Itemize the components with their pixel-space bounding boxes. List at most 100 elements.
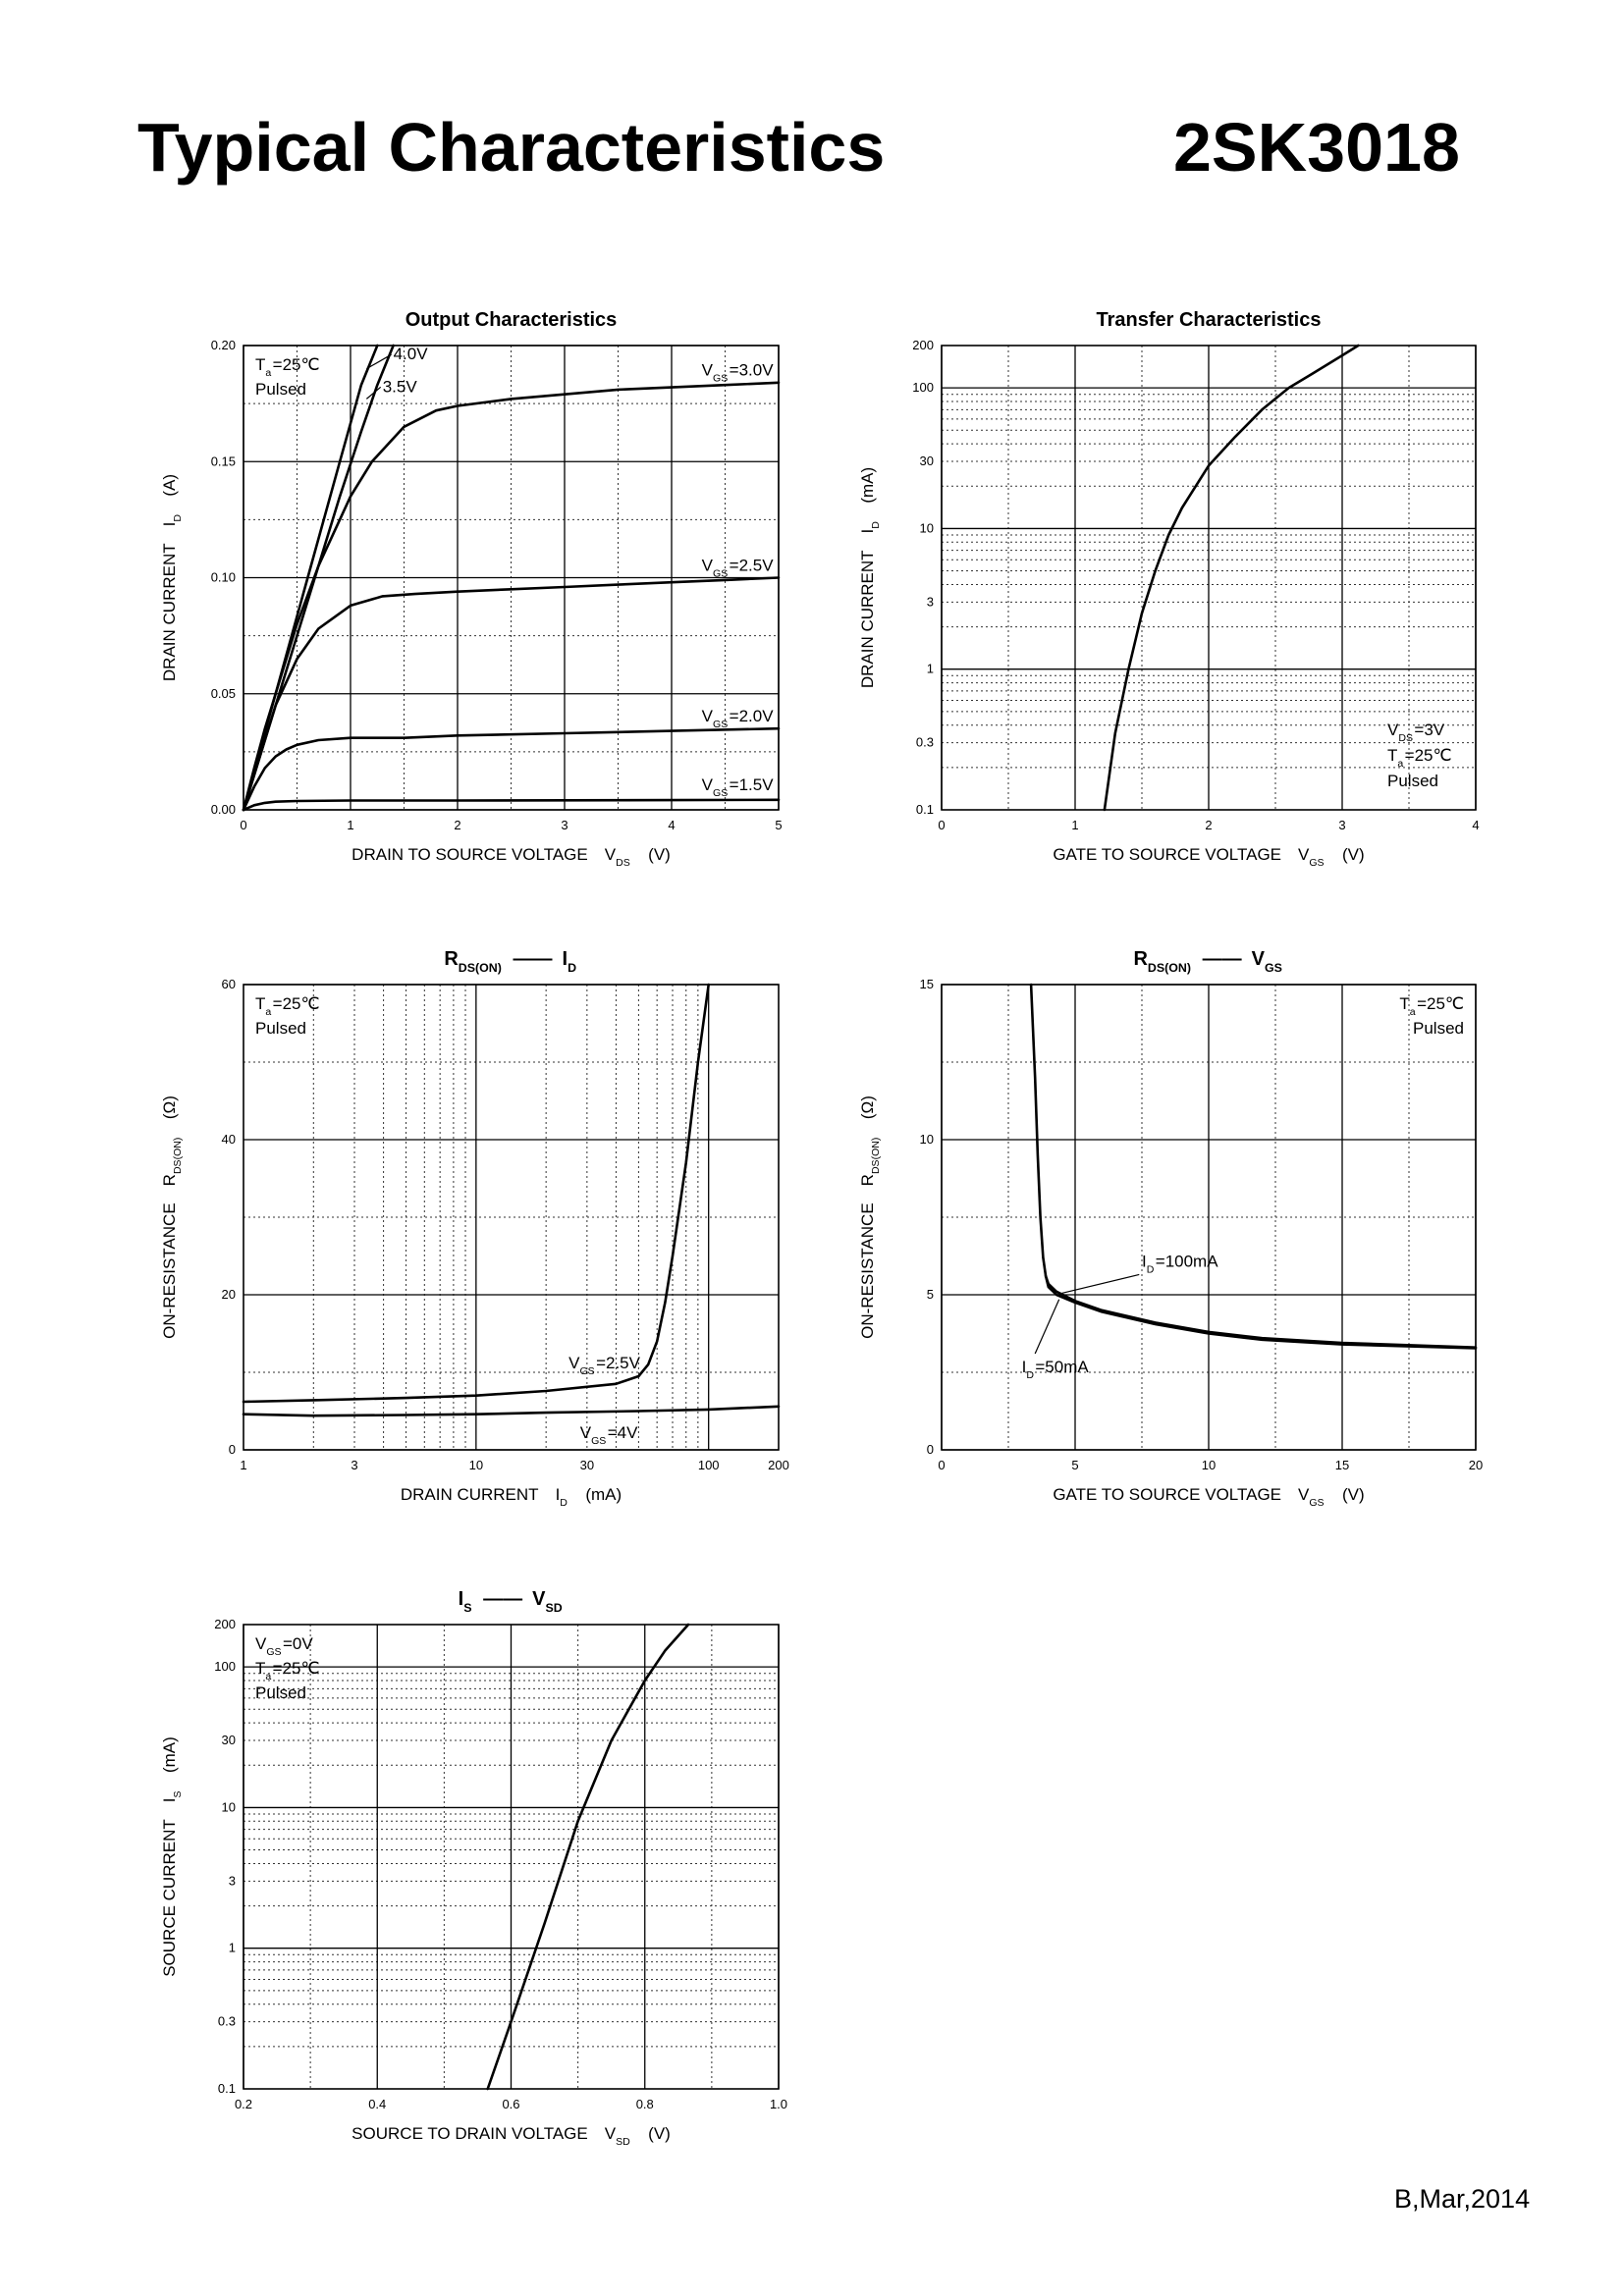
y-tick-label: 60 [222, 977, 236, 991]
series-line [242, 344, 395, 812]
condition-note: Ta =25℃ [255, 1659, 320, 1682]
series-label: ID =100mA [1142, 1253, 1218, 1276]
condition-note-symbol: T [255, 994, 265, 1013]
condition-note-symbol: T [255, 355, 265, 374]
condition-note-text: =0V [283, 1634, 313, 1653]
series-line [1029, 983, 1478, 1349]
x-tick-label: 0 [240, 818, 246, 832]
series-label: VGS =2.5V [568, 1354, 641, 1377]
series-label-subscript: D [1026, 1369, 1034, 1381]
chart-title-text: —— [473, 1588, 522, 1610]
x-axis-label: DRAIN CURRENT ID (mA) [401, 1485, 622, 1509]
series-label: 3.5V [383, 377, 418, 396]
x-tick-label: 30 [580, 1458, 594, 1472]
x-axis-label-symbol: V [1298, 1485, 1310, 1504]
y-tick-label: 20 [222, 1287, 236, 1302]
series-label-text: =100mA [1156, 1253, 1218, 1271]
y-tick-label: 200 [912, 338, 934, 352]
condition-note-subscript: a [265, 1671, 271, 1682]
y-tick-label: 40 [222, 1132, 236, 1147]
condition-note-subscript: a [1410, 1006, 1416, 1018]
x-tick-label: 0.8 [636, 2097, 654, 2111]
x-tick-label: 1.0 [770, 2097, 787, 2111]
y-axis-label: DRAIN CURRENT ID (A) [160, 474, 184, 681]
x-axis-label-symbol: V [1298, 845, 1310, 864]
y-axis-label-symbol: I [858, 529, 877, 534]
chart-title: Output Characteristics [406, 309, 618, 331]
x-tick-label: 0 [938, 818, 945, 832]
condition-note-text: =25℃ [1417, 994, 1464, 1013]
chart-title-symbol: R [444, 948, 459, 970]
x-tick-label: 1 [1071, 818, 1078, 832]
x-axis-label: SOURCE TO DRAIN VOLTAGE VSD (V) [352, 2124, 671, 2148]
x-tick-label: 200 [768, 1458, 789, 1472]
plot-frame [243, 1624, 780, 2090]
chart-1: 0 1 2 3 4 5 0.00 0.05 0.10 0.15 0.20 Output Charact… [160, 309, 783, 869]
chart-title-symbol: V [1242, 948, 1266, 970]
x-tick-label: 3 [561, 818, 568, 832]
y-tick-label: 0.1 [916, 802, 934, 817]
y-axis-label-text: (Ω) [858, 1095, 877, 1136]
x-tick-label: 5 [1071, 1458, 1078, 1472]
series-label-subscript: GS [713, 373, 728, 385]
series-label-subscript: GS [591, 1435, 606, 1447]
chart-2: 0 1 2 3 4 0.1 0.3 1 3 10 30 100 200 Transfer Characte… [858, 309, 1480, 869]
x-axis-label-subscript: SD [616, 2136, 630, 2148]
condition-note-symbol: V [1387, 721, 1399, 739]
condition-note: VGS =0V [255, 1634, 313, 1658]
y-tick-label: 0.00 [211, 802, 236, 817]
label-leader-line [366, 353, 392, 370]
chart-title: RDS(ON) —— VGS [1133, 948, 1283, 975]
series-label: VGS =3.0V [702, 361, 775, 385]
y-tick-label: 10 [920, 1132, 934, 1147]
y-tick-label: 0 [927, 1442, 934, 1457]
series-label: VGS =4V [580, 1423, 638, 1447]
series-line [242, 726, 781, 812]
series-label-subscript: GS [713, 719, 728, 730]
condition-note-symbol: Pulsed [1387, 772, 1438, 790]
chart-title-text: —— [504, 948, 553, 970]
x-axis-label-text: (V) [1325, 1485, 1365, 1504]
x-axis-label-text: (V) [1325, 845, 1365, 864]
series-label-symbol: V [568, 1354, 580, 1372]
condition-note-symbol: Pulsed [1413, 1019, 1464, 1038]
plot-frame [941, 345, 1477, 811]
y-axis-label-symbol: I [160, 522, 179, 527]
plot-frame [941, 984, 1477, 1451]
x-tick-label: 4 [668, 818, 675, 832]
x-tick-label: 0.6 [502, 2097, 519, 2111]
y-axis-label-text: SOURCE CURRENT [160, 1802, 179, 1977]
condition-note-text: =25℃ [273, 1659, 320, 1678]
chart-title: RDS(ON) —— ID [444, 948, 577, 975]
x-axis-label-symbol: V [605, 845, 617, 864]
series-label-symbol: V [702, 556, 714, 574]
series-label: VGS =2.0V [702, 707, 775, 730]
series-label-symbol: V [580, 1423, 592, 1442]
label-leader-line [1034, 1299, 1060, 1355]
x-axis-label-text: DRAIN CURRENT [401, 1485, 556, 1504]
series-label-subscript: GS [713, 787, 728, 799]
y-tick-label: 100 [214, 1659, 236, 1674]
condition-note-symbol: Pulsed [255, 380, 306, 399]
condition-note: Pulsed [255, 1683, 306, 1702]
x-axis-label-text: (V) [631, 2124, 671, 2143]
x-axis-label-text: SOURCE TO DRAIN VOLTAGE [352, 2124, 605, 2143]
condition-note: Pulsed [1413, 1019, 1464, 1038]
part-number: 2SK3018 [1173, 109, 1460, 186]
x-tick-label: 100 [698, 1458, 720, 1472]
condition-note-text: =25℃ [273, 994, 320, 1013]
x-axis-label-symbol: V [605, 2124, 617, 2143]
y-axis-label-text: (mA) [858, 467, 877, 520]
series-line [1044, 1274, 1478, 1350]
y-axis-label: DRAIN CURRENT ID (mA) [858, 467, 882, 688]
y-tick-label: 15 [920, 977, 934, 991]
y-tick-label: 0.3 [916, 735, 934, 750]
series-label-text: =50mA [1035, 1358, 1089, 1376]
chart-title-subscript: DS(ON) [1148, 961, 1191, 975]
x-tick-label: 1 [240, 1458, 246, 1472]
y-tick-label: 0.3 [218, 2014, 236, 2029]
y-axis-label-subscript: D [172, 514, 184, 522]
y-axis-label: SOURCE CURRENT IS (mA) [160, 1736, 184, 1977]
series-label-subscript: GS [579, 1365, 594, 1377]
